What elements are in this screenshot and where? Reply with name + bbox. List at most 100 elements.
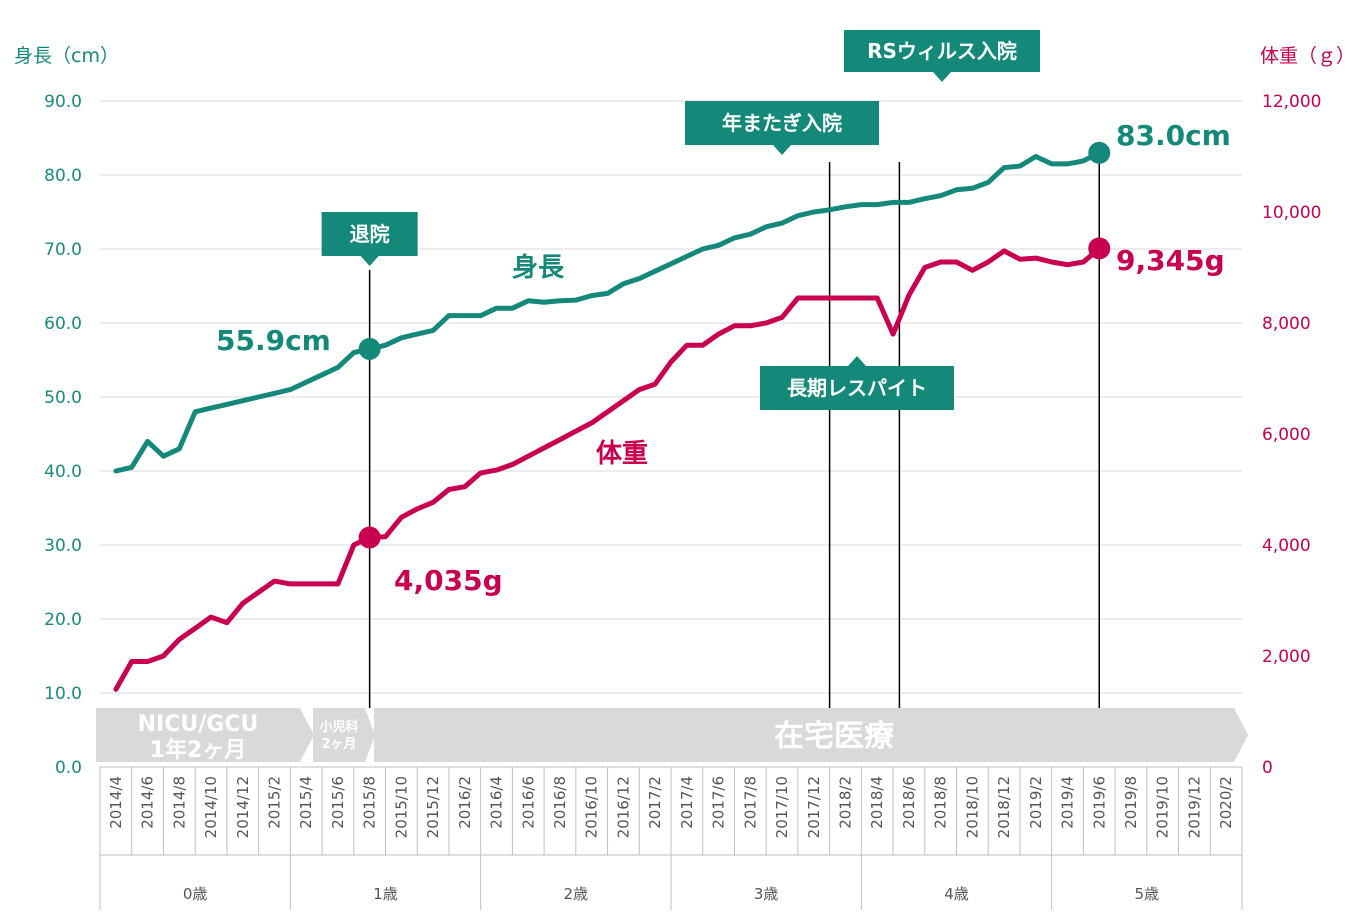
- x-tick-label: 2017/10: [773, 776, 791, 838]
- height-series-label: 身長: [512, 252, 565, 283]
- x-tick-label: 2017/2: [646, 776, 664, 829]
- x-tick-label: 2016/2: [456, 776, 474, 829]
- end-markers: [358, 141, 1111, 549]
- left-tick-label: 90.0: [44, 92, 82, 112]
- x-tick-label: 2015/6: [329, 776, 347, 829]
- data-marker: [358, 337, 381, 360]
- phase-band: [374, 708, 1248, 762]
- phase-label-line2: 2ヶ月: [321, 737, 356, 752]
- callout-label: 退院: [350, 222, 390, 246]
- x-tick-label: 2019/10: [1154, 776, 1172, 838]
- x-tick-label: 2018/4: [868, 776, 886, 829]
- x-tick-label: 2014/12: [234, 776, 252, 838]
- x-tick-label: 2016/10: [583, 776, 601, 838]
- height-end-value: 83.0cm: [1116, 119, 1231, 152]
- phase-label-line1: 小児科: [319, 719, 358, 735]
- callout-pointer: [360, 256, 379, 266]
- x-tick-label: 2018/6: [900, 776, 918, 829]
- x-tick-label: 2019/4: [1059, 776, 1077, 829]
- right-tick-label: 8,000: [1262, 314, 1311, 334]
- weight-start-value: 4,035g: [394, 564, 503, 597]
- gridlines: 0.0 10.0 20.0 30.0 40.0 50.0 60.0 70.0 80.0 90.0 0…: [44, 92, 1321, 778]
- left-tick-label: 20.0: [44, 610, 82, 630]
- phase-label-line2: 1年2ヶ月: [150, 737, 247, 763]
- height-start-value: 55.9cm: [216, 324, 331, 357]
- x-tick-label: 2017/8: [741, 776, 759, 829]
- callout-box: [685, 101, 879, 145]
- x-tick-label: 2019/6: [1090, 776, 1108, 829]
- age-group-label: 3歳: [754, 885, 779, 903]
- x-tick-label: 2018/12: [995, 776, 1013, 838]
- x-tick-label: 2014/4: [107, 776, 125, 829]
- age-group-label: 4歳: [944, 885, 969, 903]
- left-tick-label: 60.0: [44, 314, 82, 334]
- weight-end-value: 9,345g: [1116, 244, 1225, 277]
- left-axis-title: 身長（cm）: [14, 45, 119, 67]
- callout-box: [844, 30, 1040, 72]
- left-tick-label: 10.0: [44, 684, 82, 704]
- x-tick-label: 2016/4: [488, 776, 506, 829]
- x-tick-label: 2016/12: [614, 776, 632, 838]
- weight-line: [113, 245, 1102, 692]
- age-group-label: 1歳: [373, 885, 398, 903]
- callout-label: 長期レスパイト: [787, 376, 927, 400]
- x-tick-label: 2018/2: [836, 776, 854, 829]
- x-tick-label: 2015/12: [424, 776, 442, 838]
- right-tick-label: 0: [1262, 758, 1273, 778]
- x-tick-label: 2018/8: [932, 776, 950, 829]
- x-tick-label: 2017/4: [678, 776, 696, 829]
- left-tick-label: 0.0: [55, 758, 82, 778]
- data-marker: [358, 526, 381, 549]
- right-tick-label: 10,000: [1262, 203, 1321, 223]
- phase-band: [313, 708, 375, 762]
- right-tick-label: 2,000: [1262, 647, 1311, 667]
- x-tick-label: 2014/6: [139, 776, 157, 829]
- right-axis-title: 体重（ｇ）: [1260, 45, 1355, 67]
- x-tick-label: 2020/2: [1217, 776, 1235, 829]
- phase-label-line1: NICU/GCU: [138, 712, 259, 737]
- right-tick-label: 4,000: [1262, 536, 1311, 556]
- x-axis: 2014/4 2014/6 2014/8 2014/10 2014/12 2015/2 20…: [99, 766, 1243, 910]
- callout-box: [760, 366, 954, 410]
- x-tick-label: 2015/2: [265, 776, 283, 829]
- left-tick-label: 30.0: [44, 536, 82, 556]
- x-tick-label: 2016/6: [519, 776, 537, 829]
- x-tick-label: 2015/4: [297, 776, 315, 829]
- x-tick-label: 2018/10: [963, 776, 981, 838]
- x-tick-label: 2017/6: [710, 776, 728, 829]
- weight-series-label: 体重: [596, 439, 648, 469]
- right-tick-label: 6,000: [1262, 425, 1311, 445]
- x-tick-label: 2014/8: [170, 776, 188, 829]
- phase-band: [96, 708, 314, 762]
- age-group-label: 2歳: [564, 885, 589, 903]
- x-tick-label: 2015/10: [392, 776, 410, 838]
- callout-label: 年またぎ入院: [722, 111, 842, 135]
- left-tick-label: 50.0: [44, 388, 82, 408]
- callout-box: [321, 212, 418, 256]
- callout-label: RSウィルス入院: [867, 39, 1017, 63]
- callout-pointer: [773, 145, 791, 155]
- x-tick-label: 2019/2: [1027, 776, 1045, 829]
- event-lines: [368, 145, 1100, 708]
- left-tick-label: 80.0: [44, 166, 82, 186]
- x-tick-label: 2017/12: [805, 776, 823, 838]
- phase-label: 在宅医療: [774, 719, 894, 754]
- data-marker: [1088, 237, 1111, 260]
- age-group-label: 0歳: [183, 885, 208, 903]
- x-tick-label: 2014/10: [202, 776, 220, 838]
- x-tick-label: 2015/8: [361, 776, 379, 829]
- right-tick-label: 12,000: [1262, 92, 1321, 112]
- age-group-label: 5歳: [1135, 885, 1160, 903]
- height-line: [113, 150, 1102, 474]
- callout-pointer: [848, 356, 866, 366]
- series-lines: [113, 150, 1102, 692]
- x-tick-label: 2016/8: [551, 776, 569, 829]
- left-tick-label: 40.0: [44, 462, 82, 482]
- left-tick-label: 70.0: [44, 240, 82, 260]
- x-tick-label: 2019/8: [1122, 776, 1140, 829]
- x-tick-label: 2019/12: [1185, 776, 1203, 838]
- callout-pointer: [933, 72, 951, 82]
